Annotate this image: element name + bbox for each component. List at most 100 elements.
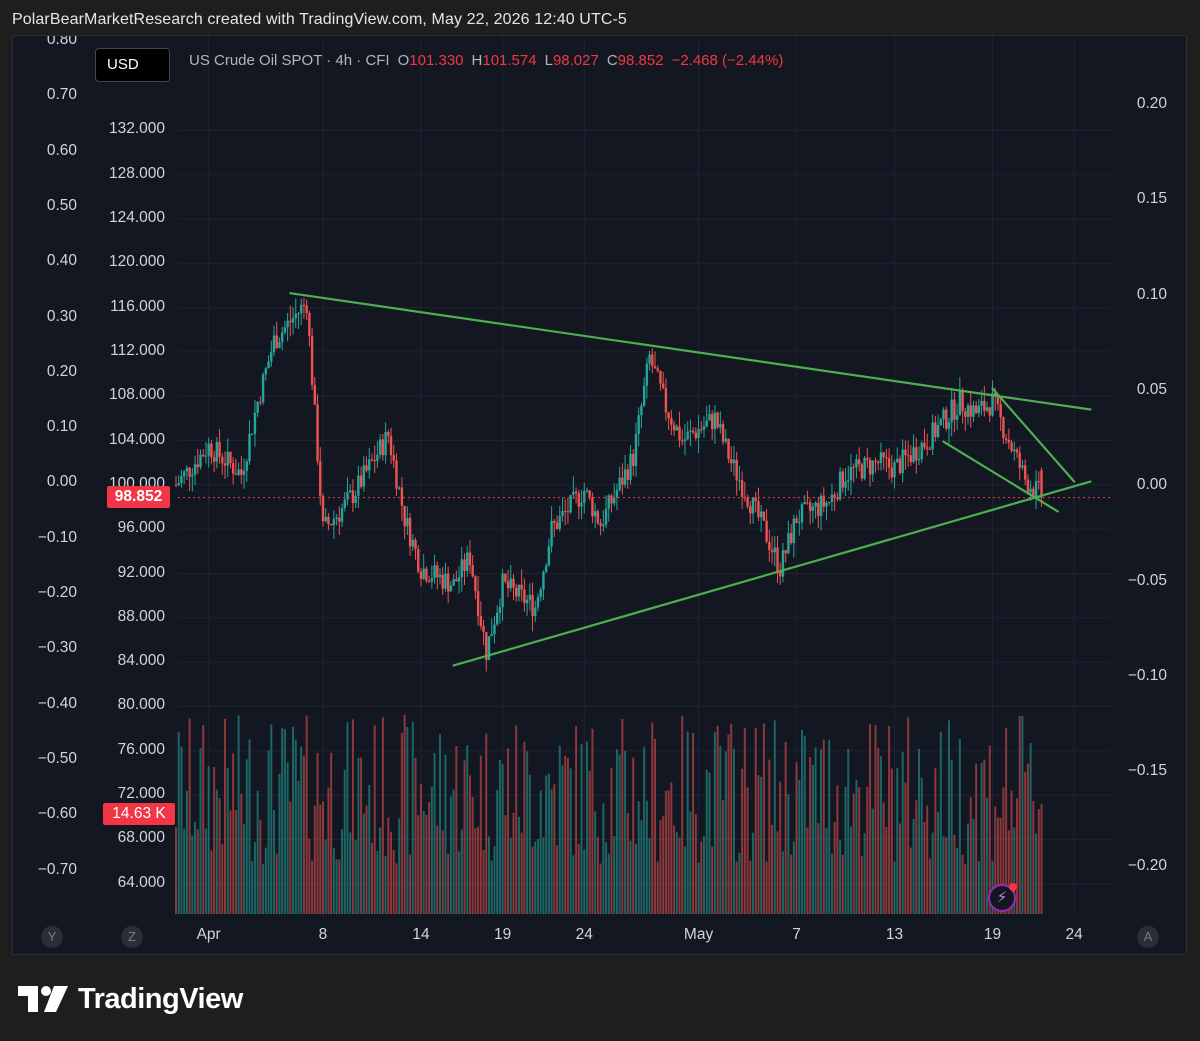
candle-body [261, 374, 265, 403]
right-tick-label: 0.20 [1136, 95, 1167, 112]
log-scale-toggle[interactable]: Y [41, 926, 63, 948]
candle-body [765, 520, 768, 542]
volume-bar [199, 748, 202, 914]
candle-body [980, 400, 983, 406]
time-tick-label: 13 [885, 926, 904, 943]
left-tick-label: −0.10 [37, 528, 77, 546]
volume-bar [534, 841, 537, 914]
candle-body [800, 504, 804, 523]
chart-panel[interactable]: USD US Crude Oil SPOT · 4h · CFI O101.330… [12, 35, 1187, 955]
volume-bar [1013, 827, 1016, 914]
volume-bar [245, 759, 248, 914]
candle-body [525, 599, 529, 604]
candle-body [702, 426, 706, 430]
candle-body [362, 465, 366, 487]
volume-bar [934, 768, 937, 914]
candle-body [335, 517, 338, 520]
volume-bar [566, 758, 569, 914]
volume-bar [999, 817, 1002, 914]
candle-body [934, 422, 937, 438]
volume-bar [681, 715, 684, 914]
candle-body [520, 584, 523, 590]
volume-bar [335, 859, 338, 914]
candle-body [202, 454, 205, 457]
candle-body [471, 564, 474, 577]
candle-body [310, 336, 314, 386]
candle-body [996, 396, 1000, 405]
candle-body [721, 424, 725, 442]
candle-body [264, 368, 268, 375]
candle-body [479, 616, 483, 626]
candle-body [417, 549, 420, 572]
candle-body [245, 461, 248, 471]
volume-bar [667, 790, 670, 914]
volume-bar [912, 818, 915, 914]
volume-bar [281, 728, 284, 914]
candle-body [411, 539, 414, 547]
candle-body [1004, 438, 1008, 440]
candle-body [855, 459, 858, 468]
candle-body [476, 591, 480, 617]
candle-body [438, 574, 442, 578]
candle-body [300, 304, 303, 314]
volume-bar [983, 759, 986, 914]
volume-bar [512, 812, 515, 914]
volume-bar [373, 725, 376, 914]
lightning-icon[interactable]: ⚡ [988, 883, 1017, 912]
right-tick-label: −0.05 [1127, 571, 1167, 589]
candle-body [321, 496, 325, 522]
candle-body [316, 404, 319, 462]
volume-bar [327, 787, 330, 914]
volume-bar [1035, 833, 1038, 914]
volume-bar [969, 796, 972, 914]
left-tick-label: −0.40 [37, 694, 77, 712]
volume-bar [648, 838, 651, 914]
volume-bar [196, 829, 199, 914]
volume-bar [468, 775, 471, 914]
volume-bar [449, 796, 452, 914]
candle-body [893, 462, 896, 478]
volume-bar [384, 856, 387, 914]
candle-body [681, 440, 684, 442]
volume-bar [183, 828, 186, 914]
volume-bar [822, 739, 825, 914]
candle-body [534, 607, 537, 617]
volume-bar [828, 739, 831, 914]
candle-body [1037, 481, 1040, 483]
candle-body [378, 439, 382, 455]
candle-body [558, 516, 561, 529]
volume-bar [591, 728, 594, 914]
auto-scale-toggle[interactable]: A [1137, 926, 1159, 948]
candle-body [661, 383, 665, 389]
volume-bar [923, 821, 926, 914]
volume-bar [694, 814, 697, 914]
volume-bar [703, 835, 706, 914]
candle-body [811, 506, 815, 511]
candle-body [493, 624, 496, 634]
candle-body [830, 494, 834, 502]
volume-bar [882, 802, 885, 914]
chart-plot[interactable] [13, 36, 1187, 955]
price-tick-label: 108.000 [108, 386, 165, 404]
currency-button[interactable]: USD [95, 48, 170, 82]
tradingview-logo[interactable]: TradingView [18, 982, 243, 1016]
volume-bar [746, 787, 749, 914]
volume-bar [561, 765, 564, 914]
candle-body [490, 633, 493, 637]
zoom-toggle[interactable]: Z [121, 926, 143, 948]
candle-body [857, 459, 861, 465]
volume-bar [947, 720, 950, 914]
right-tick-label: −0.15 [1127, 762, 1167, 780]
candle-body [906, 455, 910, 457]
open-key: O [397, 52, 410, 69]
volume-bar [645, 800, 648, 914]
volume-bar [575, 726, 578, 914]
volume-bar [517, 816, 520, 914]
candle-body [953, 399, 956, 420]
candle-body [724, 438, 727, 442]
volume-bar [528, 774, 531, 914]
candle-body [482, 625, 485, 633]
candle-body [210, 443, 213, 458]
candle-body [915, 447, 918, 461]
volume-bar [439, 734, 442, 914]
